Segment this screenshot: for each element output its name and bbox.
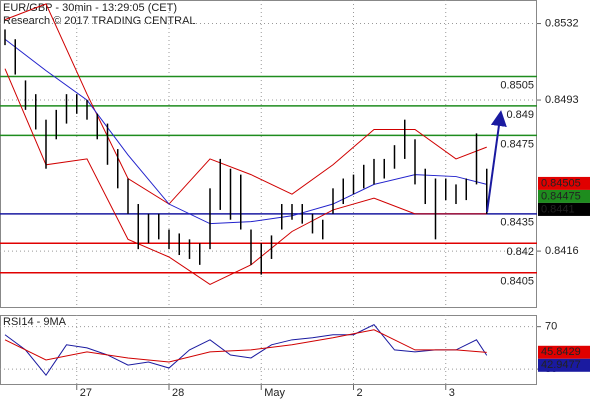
y-tick-label: 0.8493 xyxy=(545,94,579,106)
price-tag xyxy=(538,345,590,359)
chart-title: EUR/GBP - 30min - 13:29:05 (CET) xyxy=(3,2,177,14)
chart-subtitle: Research © 2017 TRADING CENTRAL xyxy=(3,15,196,27)
level-label: 0.8435 xyxy=(500,217,534,229)
x-tick-label: 2 xyxy=(357,387,363,399)
rsi-line xyxy=(4,329,487,363)
price-tag xyxy=(538,176,590,190)
y-tick-label: 0.8532 xyxy=(545,17,579,29)
level-label: 0.8405 xyxy=(500,276,534,288)
panel-title: RSI14 - 9MA xyxy=(3,316,67,328)
price-tag xyxy=(538,202,590,216)
x-tick-label: 27 xyxy=(80,387,92,399)
price-tag-label: 0.8441 xyxy=(541,203,575,215)
indicator-line xyxy=(4,68,487,286)
y-tick-label: 0.8416 xyxy=(545,245,579,257)
rsi-line xyxy=(4,324,488,376)
price-tag-label: 0.84475 xyxy=(541,190,581,202)
price-tag-label: 0.84505 xyxy=(541,177,581,189)
level-label: 0.842 xyxy=(506,246,534,258)
indicator-line xyxy=(4,3,487,205)
price-tag xyxy=(538,189,590,203)
level-label: 0.8475 xyxy=(500,138,534,150)
x-tick-label: 3 xyxy=(449,387,455,399)
level-label: 0.849 xyxy=(506,109,534,121)
x-tick-label: 28 xyxy=(172,387,184,399)
y-tick-label: 70 xyxy=(545,321,557,333)
price-tag xyxy=(538,358,590,372)
x-tick-label: May xyxy=(264,387,285,399)
panel-frame xyxy=(0,0,537,308)
price-tag-label: 42.9477 xyxy=(541,359,581,371)
panel-frame xyxy=(0,315,537,385)
level-label: 0.8505 xyxy=(500,79,534,91)
forecast-arrow xyxy=(486,110,507,213)
price-tag-label: 45.8429 xyxy=(541,346,581,358)
